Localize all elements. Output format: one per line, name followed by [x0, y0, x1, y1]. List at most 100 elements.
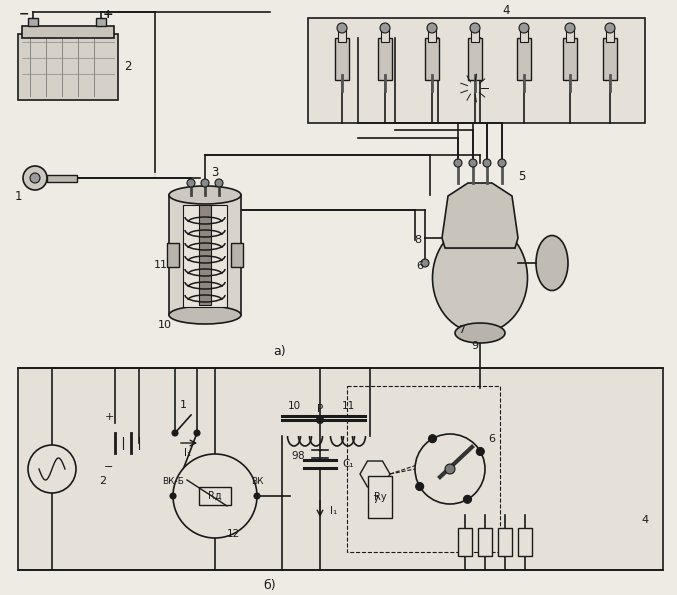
Text: 8: 8: [297, 451, 304, 461]
Circle shape: [23, 166, 47, 190]
Circle shape: [464, 495, 471, 503]
Text: −: −: [104, 462, 114, 472]
Circle shape: [519, 23, 529, 33]
Circle shape: [380, 23, 390, 33]
Circle shape: [416, 483, 424, 490]
Text: Rу: Rу: [374, 492, 387, 502]
Text: −: −: [19, 8, 29, 20]
Bar: [603, 38, 617, 80]
Bar: [498, 528, 512, 556]
Bar: [183, 205, 227, 307]
Circle shape: [470, 23, 480, 33]
Circle shape: [454, 159, 462, 167]
Ellipse shape: [169, 306, 241, 324]
Circle shape: [317, 416, 324, 424]
Text: 9: 9: [471, 341, 479, 351]
Bar: [468, 38, 482, 80]
Bar: [18, 368, 663, 570]
Bar: [18, 34, 118, 100]
Text: 7: 7: [372, 495, 378, 505]
Bar: [199, 487, 231, 505]
Bar: [517, 38, 531, 80]
Text: 6: 6: [489, 434, 496, 444]
Circle shape: [429, 435, 437, 443]
Bar: [308, 18, 645, 123]
Circle shape: [445, 464, 455, 474]
Bar: [335, 38, 349, 80]
Text: 7: 7: [458, 325, 466, 335]
Text: +: +: [103, 8, 113, 20]
Text: 11: 11: [341, 401, 355, 411]
Text: 1: 1: [179, 400, 186, 410]
Bar: [471, 28, 479, 42]
Text: Rд: Rд: [209, 491, 222, 501]
Polygon shape: [360, 461, 390, 487]
Circle shape: [565, 23, 575, 33]
Bar: [47, 175, 77, 182]
Bar: [378, 38, 392, 80]
Ellipse shape: [536, 236, 568, 290]
Text: 10: 10: [288, 401, 301, 411]
Bar: [566, 28, 574, 42]
Bar: [338, 28, 346, 42]
Bar: [167, 243, 179, 267]
Text: C₁: C₁: [342, 459, 353, 469]
Text: 4: 4: [502, 5, 510, 17]
Ellipse shape: [433, 223, 527, 333]
Circle shape: [28, 445, 76, 493]
Bar: [518, 528, 532, 556]
Circle shape: [427, 23, 437, 33]
Circle shape: [170, 493, 176, 499]
Bar: [606, 28, 614, 42]
Circle shape: [605, 23, 615, 33]
Circle shape: [415, 434, 485, 504]
Circle shape: [483, 159, 491, 167]
Text: 10: 10: [158, 320, 172, 330]
Bar: [22, 26, 114, 38]
Circle shape: [469, 159, 477, 167]
Bar: [169, 195, 241, 315]
Circle shape: [498, 159, 506, 167]
Text: +: +: [104, 412, 114, 422]
Bar: [28, 18, 38, 26]
Bar: [458, 528, 472, 556]
Text: 1: 1: [14, 189, 22, 202]
Polygon shape: [442, 183, 518, 248]
Circle shape: [30, 173, 40, 183]
Bar: [425, 38, 439, 80]
Text: 6: 6: [416, 261, 424, 271]
Bar: [381, 28, 389, 42]
Text: б): б): [263, 578, 276, 591]
Circle shape: [337, 23, 347, 33]
Bar: [199, 205, 211, 305]
Text: 2: 2: [100, 476, 106, 486]
Text: I₁: I₁: [330, 506, 338, 516]
Text: 8: 8: [414, 235, 422, 245]
Circle shape: [173, 454, 257, 538]
Bar: [96, 18, 106, 26]
Circle shape: [187, 179, 195, 187]
Bar: [520, 28, 528, 42]
Circle shape: [172, 430, 178, 436]
Text: 5: 5: [519, 170, 525, 183]
Circle shape: [215, 179, 223, 187]
Bar: [368, 476, 392, 518]
Circle shape: [477, 447, 484, 456]
Bar: [563, 38, 577, 80]
Text: ВК-Б: ВК-Б: [162, 478, 184, 487]
Text: а): а): [274, 346, 286, 359]
Text: I₁: I₁: [184, 448, 192, 458]
Text: ВК: ВК: [250, 478, 263, 487]
Circle shape: [421, 259, 429, 267]
Text: 4: 4: [641, 515, 649, 525]
Text: 12: 12: [226, 529, 240, 539]
Circle shape: [194, 430, 200, 436]
Text: 2: 2: [125, 61, 132, 74]
Bar: [478, 528, 492, 556]
Ellipse shape: [455, 323, 505, 343]
Bar: [428, 28, 436, 42]
Text: 3: 3: [211, 167, 219, 180]
Circle shape: [254, 493, 260, 499]
Ellipse shape: [169, 186, 241, 204]
Bar: [231, 243, 243, 267]
